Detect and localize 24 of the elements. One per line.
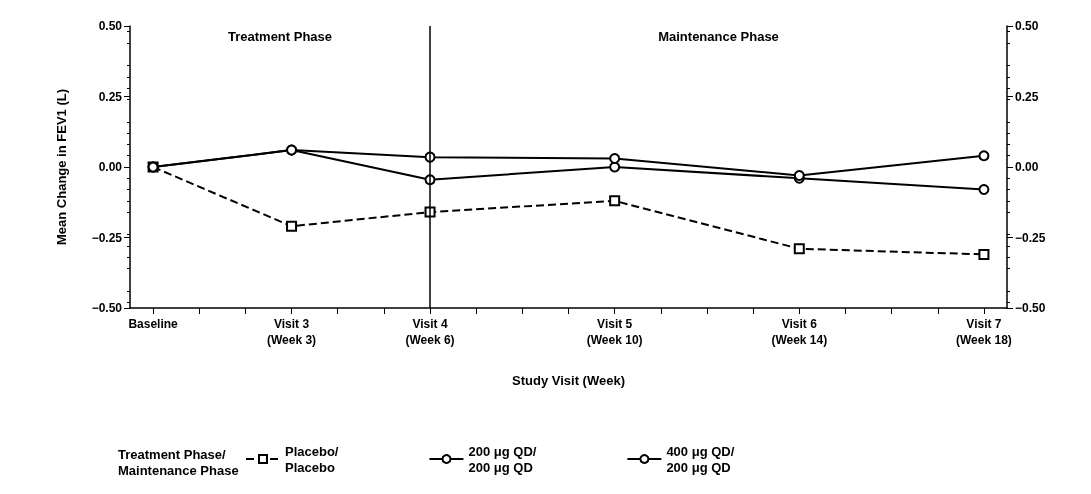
y2-tick-label: 0.50 xyxy=(1015,19,1039,33)
y2-tick-label: 0.25 xyxy=(1015,89,1039,104)
x-tick-label: Visit 4 (Week 6) xyxy=(405,317,455,347)
y-tick-label: −0.25 xyxy=(91,230,123,245)
y2-tick-label: 0.00 xyxy=(1015,160,1039,174)
y-tick-label: −0.50 xyxy=(91,301,123,315)
y2-tick-label: −0.25 xyxy=(1015,230,1046,245)
legend-title: Treatment Phase/ Maintenance Phase xyxy=(118,446,239,478)
y-tick-label: 0.25 xyxy=(98,89,123,104)
annotation: Treatment Phase xyxy=(227,29,333,44)
x-tick-label: Baseline xyxy=(128,317,179,331)
annotation: Maintenance Phase xyxy=(658,29,779,44)
x-tick-label: Visit 5 (Week 10) xyxy=(586,317,643,347)
y2-tick-label: −0.50 xyxy=(1015,301,1046,315)
legend-label: 400 μg QD/ 200 μg QD xyxy=(666,443,735,475)
y-axis-title: Mean Change in FEV1 (L) xyxy=(54,88,69,246)
y-tick-label: 0.00 xyxy=(98,160,123,174)
x-tick-label: Visit 6 (Week 14) xyxy=(771,317,828,347)
y-tick-label: 0.50 xyxy=(98,19,123,33)
x-tick-label: Visit 7 (Week 18) xyxy=(956,317,1012,347)
legend-label: 200 μg QD/ 200 μg QD xyxy=(468,443,537,475)
legend-label: Placebo/ Placebo xyxy=(285,443,339,475)
x-axis-title: Study Visit (Week) xyxy=(512,373,625,388)
x-tick-label: Visit 3 (Week 3) xyxy=(266,317,317,347)
